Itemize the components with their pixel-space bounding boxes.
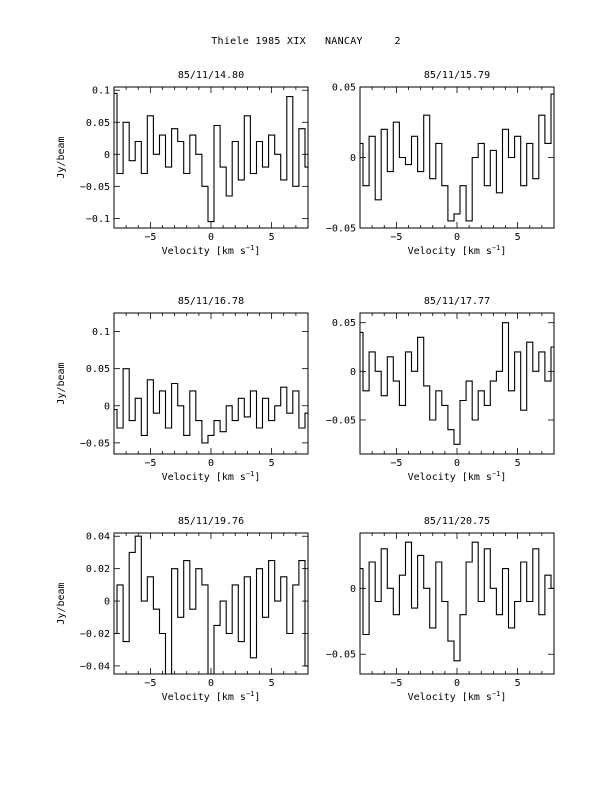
y-tick-label: −0.02 <box>80 629 110 640</box>
y-tick-label: 0.05 <box>332 318 356 329</box>
y-tick-label: 0.05 <box>86 118 110 129</box>
x-tick-label: −5 <box>144 232 156 243</box>
x-axis-label: Velocity [km s−1] <box>162 244 261 257</box>
y-axis-label: Jy/beam <box>56 362 67 404</box>
x-tick-label: 5 <box>269 232 275 243</box>
page-title: Thiele 1985 XIX NANCAY 2 <box>211 36 401 47</box>
x-tick-label: −5 <box>144 458 156 469</box>
plot-frame <box>113 86 309 229</box>
chart-panel-3: 85/11/16.78 −5 0 5 −0.05 0 0.05 0.1 Velocity [km… <box>56 296 309 483</box>
x-tick-label: −5 <box>390 458 402 469</box>
y-axis-label: Jy/beam <box>56 136 67 178</box>
y-tick-label: 0.1 <box>92 327 110 338</box>
x-axis-label: Velocity [km s−1] <box>162 470 261 483</box>
x-tick-label: −5 <box>390 232 402 243</box>
y-tick-label: −0.05 <box>326 224 356 235</box>
plot-frame <box>359 532 555 675</box>
spectrum-line <box>360 93 554 222</box>
y-tick-label: −0.05 <box>326 650 356 661</box>
plot-frame <box>359 86 555 229</box>
y-tick-label: 0.02 <box>86 564 110 575</box>
y-tick-label: −0.04 <box>80 661 110 672</box>
chart-panel-5: 85/11/19.76 −5 0 5 −0.04 −0.02 0 0.02 0.04 Veloci… <box>56 516 309 703</box>
y-tick-label: 0 <box>104 150 110 161</box>
plot-frame <box>113 532 309 675</box>
x-tick-label: 5 <box>269 458 275 469</box>
y-tick-label: 0.1 <box>92 86 110 97</box>
x-tick-label: 0 <box>454 678 460 689</box>
y-tick-label: −0.05 <box>80 182 110 193</box>
y-tick-label: 0.05 <box>86 364 110 375</box>
spectrum-line <box>360 322 554 445</box>
spectrum-line <box>360 541 554 662</box>
x-axis-label: Velocity [km s−1] <box>408 244 507 257</box>
x-tick-label: −5 <box>144 678 156 689</box>
spectrum-line <box>114 92 308 223</box>
y-axis-label: Jy/beam <box>56 582 67 624</box>
chart-title: 85/11/17.77 <box>424 296 490 307</box>
y-tick-label: 0 <box>350 367 356 378</box>
spectrum-line <box>114 368 308 444</box>
x-tick-label: 0 <box>208 678 214 689</box>
chart-panel-4: 85/11/17.77 −5 0 5 −0.05 0 0.05 Velocity [km s−… <box>326 296 555 483</box>
chart-panel-2: 85/11/15.79 −5 0 5 −0.05 0 0.05 Velocity [km s−… <box>326 70 555 257</box>
x-tick-label: 0 <box>208 232 214 243</box>
x-tick-label: 5 <box>515 232 521 243</box>
x-axis-label: Velocity [km s−1] <box>408 690 507 703</box>
plot-frame <box>359 312 555 455</box>
x-tick-label: 5 <box>515 458 521 469</box>
x-tick-label: 5 <box>515 678 521 689</box>
x-tick-label: 5 <box>269 678 275 689</box>
x-axis-label: Velocity [km s−1] <box>408 470 507 483</box>
y-tick-label: 0 <box>104 401 110 412</box>
plot-frame <box>113 312 309 455</box>
chart-title: 85/11/16.78 <box>178 296 244 307</box>
y-tick-label: 0.04 <box>86 532 110 543</box>
chart-panel-1: 85/11/14.80 −5 0 5 −0.1 −0.05 0 0.05 0.1 Velocity… <box>56 70 309 257</box>
x-axis-label: Velocity [km s−1] <box>162 690 261 703</box>
y-tick-label: −0.05 <box>80 438 110 449</box>
y-tick-label: 0 <box>350 584 356 595</box>
x-tick-label: 0 <box>454 232 460 243</box>
chart-title: 85/11/20.75 <box>424 516 490 527</box>
y-tick-label: −0.1 <box>86 214 110 225</box>
y-tick-label: −0.05 <box>326 415 356 426</box>
y-tick-label: 0.05 <box>332 83 356 94</box>
chart-title: 85/11/15.79 <box>424 70 490 81</box>
x-tick-label: 0 <box>208 458 214 469</box>
y-tick-label: 0 <box>350 153 356 164</box>
chart-title: 85/11/14.80 <box>178 70 244 81</box>
x-tick-label: −5 <box>390 678 402 689</box>
y-tick-label: 0 <box>104 597 110 608</box>
x-tick-label: 0 <box>454 458 460 469</box>
chart-title: 85/11/19.76 <box>178 516 244 527</box>
spectrum-line <box>114 535 308 675</box>
